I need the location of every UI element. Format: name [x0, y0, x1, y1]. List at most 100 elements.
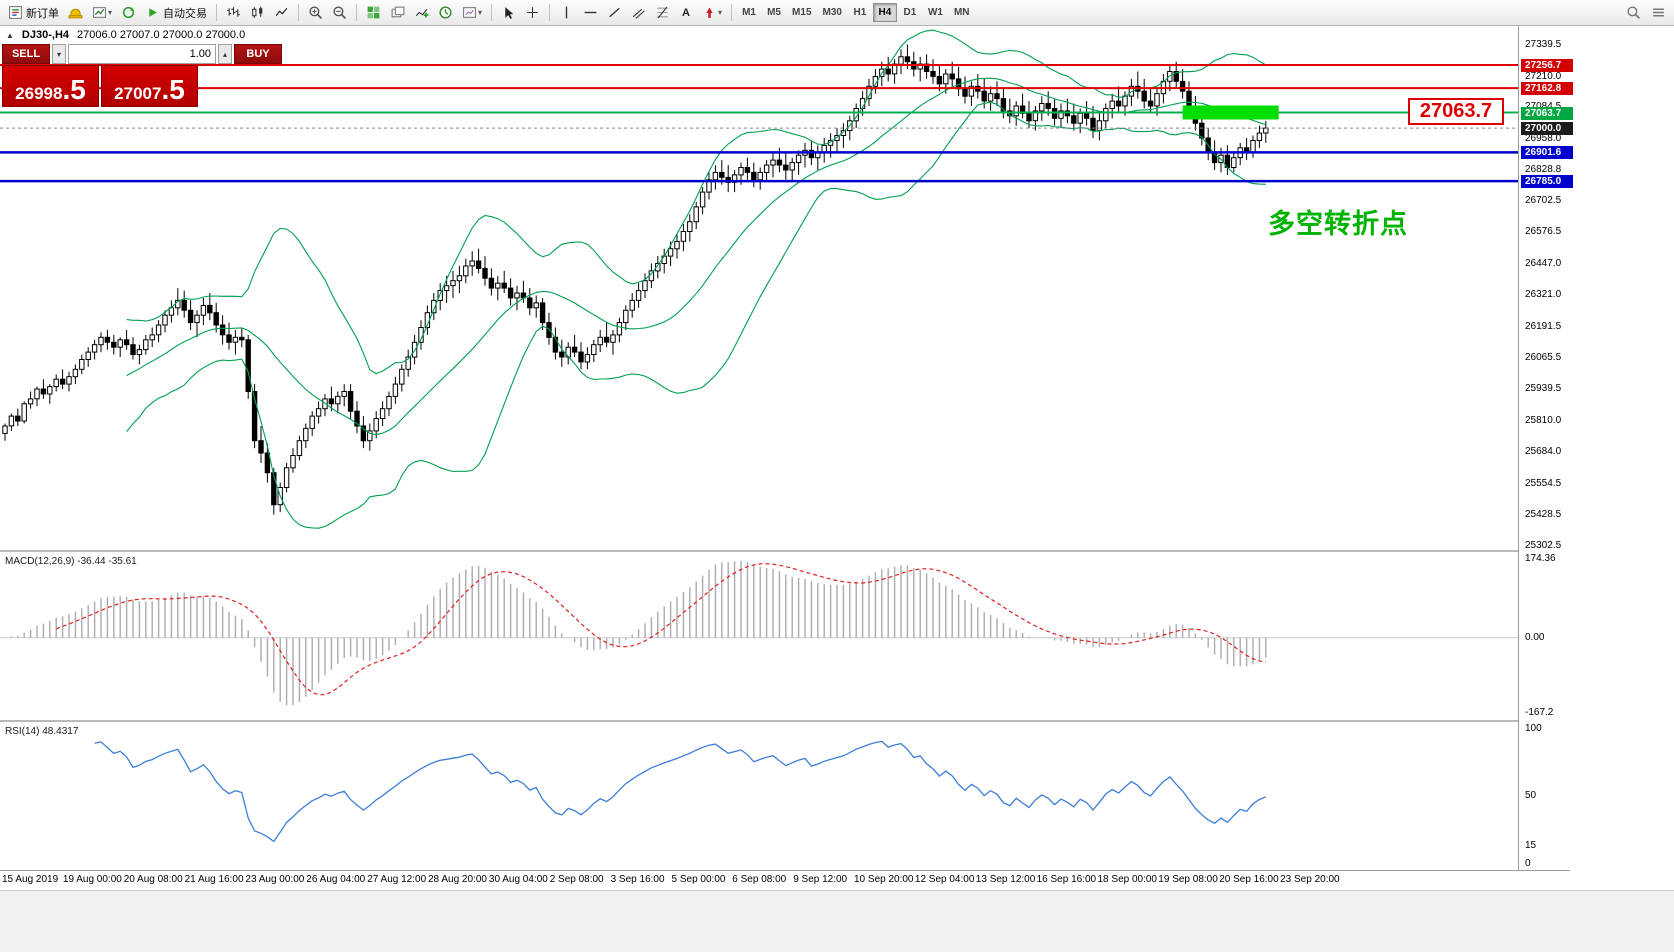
- toolbar-right-group: [1622, 2, 1670, 23]
- time-label: 16 Sep 16:00: [1036, 874, 1097, 885]
- price-tick: 26065.5: [1525, 352, 1562, 364]
- time-label: 19 Sep 08:00: [1158, 874, 1218, 885]
- crosshair-button[interactable]: [521, 2, 544, 23]
- price-tick: 26958.0: [1525, 132, 1562, 144]
- tf-m5[interactable]: M5: [762, 3, 786, 22]
- tf-d1[interactable]: D1: [898, 3, 922, 22]
- channel-tool-button[interactable]: [627, 2, 650, 23]
- horizontal-level-lines: [0, 64, 1518, 183]
- panel-separator[interactable]: [0, 550, 1570, 552]
- price-tag: 26901.6: [1521, 146, 1573, 160]
- volume-decrease-button[interactable]: ▾: [52, 44, 66, 64]
- zoom-out-button[interactable]: [328, 2, 351, 23]
- time-axis[interactable]: 15 Aug 2019 19 Aug 00:00 20 Aug 08:00 21 Au…: [0, 872, 1520, 890]
- bar-chart-icon: [226, 5, 241, 20]
- tf-w1[interactable]: W1: [923, 3, 948, 22]
- rsi-indicator-label: RSI(14) 48.4317: [5, 726, 79, 737]
- periods-button[interactable]: [434, 2, 457, 23]
- auto-trading-button[interactable]: 自动交易: [141, 2, 211, 23]
- time-label: 20 Aug 08:00: [123, 874, 183, 885]
- menu-button[interactable]: [1647, 2, 1670, 23]
- tf-h1[interactable]: H1: [848, 3, 872, 22]
- buy-price-int: 27007: [114, 84, 162, 103]
- panel-separator[interactable]: [0, 720, 1570, 722]
- sell-button[interactable]: SELL: [2, 44, 50, 64]
- buy-price-dec: .5: [161, 74, 185, 106]
- search-button[interactable]: [1622, 2, 1645, 23]
- buy-price-button[interactable]: 27007 .5: [101, 65, 198, 107]
- horizontal-line-tool-button[interactable]: [579, 2, 602, 23]
- time-label: 26 Aug 04:00: [306, 874, 366, 885]
- tf-m1[interactable]: M1: [737, 3, 761, 22]
- tile-windows-icon: [366, 5, 381, 20]
- refresh-icon: [121, 5, 136, 20]
- time-label: 18 Sep 00:00: [1097, 874, 1158, 885]
- templates-icon: [462, 5, 477, 20]
- macd-signal-line: [55, 563, 1266, 696]
- time-label: 15 Aug 2019: [2, 874, 59, 885]
- cursor-button[interactable]: [497, 2, 520, 23]
- bottom-filler: [0, 890, 1674, 952]
- channel-icon: [631, 5, 646, 20]
- fibonacci-tool-button[interactable]: [651, 2, 674, 23]
- line-chart-type-button[interactable]: [270, 2, 293, 23]
- price-tick: 26576.5: [1525, 226, 1562, 238]
- tf-m15[interactable]: M15: [787, 3, 816, 22]
- profiles-button[interactable]: [64, 2, 87, 23]
- candlestick-type-button[interactable]: [246, 2, 269, 23]
- time-label: 23 Aug 00:00: [245, 874, 305, 885]
- price-tag: 26785.0: [1521, 175, 1573, 189]
- rsi-line: [94, 740, 1267, 843]
- price-tick: 26191.5: [1525, 321, 1562, 333]
- time-label: 5 Sep 00:00: [671, 874, 726, 885]
- new-order-button[interactable]: 新订单: [4, 2, 63, 23]
- volume-increase-button[interactable]: ▴: [218, 44, 232, 64]
- toolbar-separator: [491, 4, 493, 21]
- one-click-panel-toggle-icon[interactable]: ▲: [6, 30, 14, 40]
- timeframe-group: M1 M5 M15 M30 H1 H4 D1 W1 MN: [737, 3, 974, 22]
- price-tick: 25554.5: [1525, 477, 1562, 489]
- arrows-tool-button[interactable]: ▾: [698, 2, 726, 23]
- time-label: 20 Sep 16:00: [1219, 874, 1279, 885]
- bar-chart-type-button[interactable]: [222, 2, 245, 23]
- macd-indicator-label: MACD(12,26,9) -36.44 -35.61: [5, 556, 137, 567]
- new-chart-button[interactable]: ▾: [88, 2, 116, 23]
- tile-windows-button[interactable]: [362, 2, 385, 23]
- periods-icon: [438, 5, 453, 20]
- arrows-dropdown-icon: ▾: [718, 8, 723, 17]
- price-tick: 26702.5: [1525, 195, 1562, 207]
- sell-price-button[interactable]: 26998 .5: [2, 65, 99, 107]
- time-label: 6 Sep 08:00: [732, 874, 787, 885]
- candlestick-icon: [250, 5, 265, 20]
- time-label: 2 Sep 08:00: [549, 874, 604, 885]
- price-tick: 25428.5: [1525, 508, 1562, 520]
- zoom-out-icon: [332, 5, 347, 20]
- volume-input[interactable]: [68, 44, 216, 64]
- buy-button[interactable]: BUY: [234, 44, 282, 64]
- tf-mn[interactable]: MN: [949, 3, 975, 22]
- cascade-windows-button[interactable]: [386, 2, 409, 23]
- macd-panel[interactable]: [0, 552, 1520, 720]
- cursor-icon: [501, 5, 516, 20]
- indicators-button[interactable]: [410, 2, 433, 23]
- main-price-chart[interactable]: [0, 26, 1520, 550]
- zoom-in-button[interactable]: [304, 2, 327, 23]
- symbol-name: DJ30-,H4: [21, 29, 69, 41]
- trendline-icon: [607, 5, 622, 20]
- text-tool-button[interactable]: A: [675, 2, 697, 23]
- tf-m30[interactable]: M30: [818, 3, 847, 22]
- time-label: 9 Sep 12:00: [793, 874, 848, 885]
- templates-button[interactable]: ▾: [458, 2, 486, 23]
- time-label: 28 Aug 20:00: [428, 874, 487, 885]
- price-axis[interactable]: 27339.527210.027084.526958.026828.826702…: [1518, 26, 1674, 870]
- zoom-in-icon: [308, 5, 323, 20]
- refresh-button[interactable]: [117, 2, 140, 23]
- tf-h4[interactable]: H4: [872, 3, 897, 22]
- vertical-line-tool-button[interactable]: [555, 2, 578, 23]
- time-label: 3 Sep 16:00: [610, 874, 665, 885]
- turning-point-annotation: 多空转折点: [1268, 209, 1408, 239]
- one-click-trading-panel: SELL ▾ ▴ BUY 26998 .5 27007 .5: [2, 44, 282, 107]
- rsi-panel[interactable]: [0, 722, 1520, 870]
- trendline-tool-button[interactable]: [603, 2, 626, 23]
- sell-price-dec: .5: [62, 74, 86, 106]
